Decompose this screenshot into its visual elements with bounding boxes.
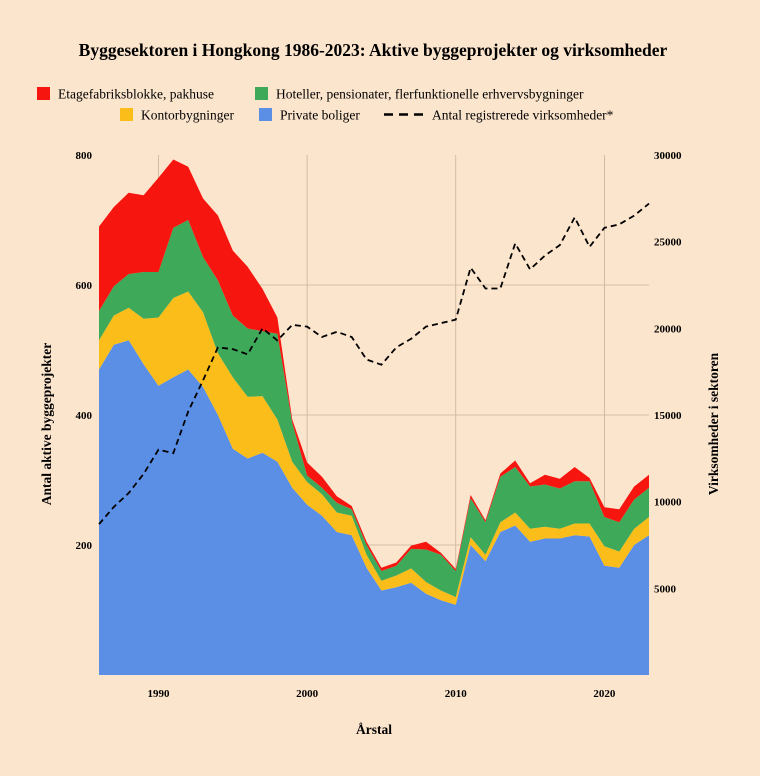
- y2-tick-label-15000: 15000: [654, 410, 682, 422]
- line-layer: [98, 202, 650, 525]
- legend: Etagefabriksblokke, pakhuse Hoteller, pe…: [37, 87, 614, 123]
- area-1: [99, 291, 649, 605]
- chart-title: Byggesektoren i Hongkong 1986-2023: Akti…: [79, 40, 668, 60]
- x-tick-label-2000: 2000: [296, 688, 319, 700]
- x-axis-label: Årstal: [356, 722, 392, 737]
- legend-swatch-kontorbygninger: [120, 108, 133, 121]
- area-3: [99, 159, 649, 572]
- legend-swatch-private-boliger: [259, 108, 272, 121]
- y-tick-label-400: 400: [76, 410, 93, 422]
- legend-label-hoteller: Hoteller, pensionater, flerfunktionelle …: [276, 87, 584, 102]
- legend-label-kontorbygninger: Kontorbygninger: [141, 108, 234, 123]
- y-tick-label-200: 200: [76, 540, 93, 552]
- x-tick-label-2020: 2020: [593, 688, 616, 700]
- legend-label-virksomheder: Antal registrerede virksomheder*: [432, 108, 614, 123]
- area-2: [99, 220, 649, 597]
- x-tick-label-2010: 2010: [445, 688, 468, 700]
- y2-axis-label: Virksomheder i sektoren: [706, 352, 721, 495]
- area-0: [99, 340, 649, 675]
- virksomheder-line: [98, 202, 650, 525]
- legend-swatch-etagefabriksblokke: [37, 87, 50, 100]
- y2-tick-label-10000: 10000: [654, 497, 682, 509]
- axes: 1990 2000 2010 2020 200 400 600 800 5000 10000 150…: [76, 150, 683, 700]
- legend-label-etagefabriksblokke: Etagefabriksblokke, pakhuse: [58, 87, 214, 102]
- y-axis-label: Antal aktive byggeprojekter: [39, 343, 54, 505]
- legend-swatch-hoteller: [255, 87, 268, 100]
- y2-tick-label-30000: 30000: [654, 150, 682, 162]
- y2-tick-label-5000: 5000: [654, 583, 677, 595]
- y2-tick-label-25000: 25000: [654, 237, 682, 249]
- x-tick-label-1990: 1990: [147, 688, 170, 700]
- y-tick-label-800: 800: [76, 150, 93, 162]
- legend-label-private-boliger: Private boliger: [280, 108, 360, 123]
- stacked-areas: [99, 159, 649, 675]
- y2-tick-label-20000: 20000: [654, 323, 682, 335]
- y-tick-label-600: 600: [76, 280, 93, 292]
